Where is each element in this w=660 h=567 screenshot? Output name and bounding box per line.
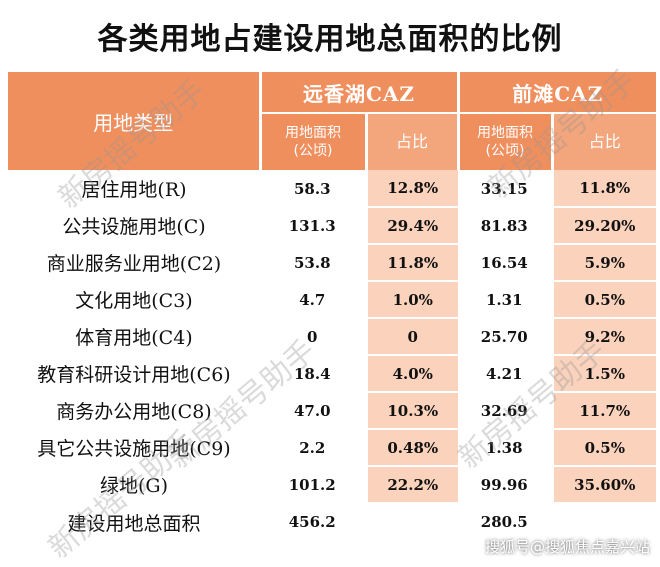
table-row: 绿地(G) 101.2 22.2% 99.96 35.60% [8,466,657,504]
header-ratio-a: 占比 [364,112,459,170]
header-land-type: 用地类型 [8,72,260,170]
total-label: 建设用地总面积 [67,512,201,535]
header-area-label: 用地面积 [477,125,534,141]
table-row: 商务办公用地(C8) 47.0 10.3% 32.69 11.7% [8,392,657,430]
ratio-value-b: 1.5% [550,355,657,393]
ratio-value-a: 4.0% [364,355,459,393]
header-area-unit: (公顷) [293,143,333,159]
total-row: 建设用地总面积 456.2 280.5 [8,503,657,542]
header-area-label: 用地面积 [285,125,341,141]
ratio-value-b: 11.8% [550,170,657,208]
area-value-b: 25.70 [480,327,528,346]
table-row: 教育科研设计用地(C6) 18.4 4.0% 4.21 1.5% [8,355,657,393]
area-value-b: 99.96 [480,475,528,494]
area-value-a: 47.0 [293,401,331,420]
ratio-value-a: 0.48% [364,429,459,467]
land-type-name: 具它公共设施用地(C9) [37,438,231,460]
ratio-value-b: 11.7% [550,392,657,430]
total-ratio-b-empty [550,503,657,542]
total-ratio-a-empty [364,503,459,542]
ratio-value-a: 1.0% [364,281,459,319]
area-value-b: 4.21 [485,364,523,383]
area-value-b: 1.38 [485,438,523,457]
header-area-a: 用地面积 (公顷) [258,112,366,170]
ratio-value-b: 29.20% [550,207,657,245]
header-area-b: 用地面积 (公顷) [456,112,553,170]
ratio-value-a: 0 [364,318,459,356]
table-row: 商业服务业用地(C2) 53.8 11.8% 16.54 5.9% [8,244,657,282]
land-type-name: 商业服务业用地(C2) [46,253,222,275]
area-value-a: 101.2 [288,475,336,494]
area-value-b: 81.83 [480,216,528,235]
area-value-a: 0 [307,327,318,346]
table-row: 居住用地(R) 58.3 12.8% 33.15 11.8% [8,170,657,208]
header-area-unit: (公顷) [485,143,525,159]
total-area-b: 280.5 [480,513,528,531]
area-value-b: 33.15 [480,179,528,198]
ratio-value-a: 12.8% [364,170,459,208]
land-type-name: 文化用地(C3) [75,290,193,312]
area-value-a: 58.3 [293,179,331,198]
area-value-a: 2.2 [299,438,326,457]
ratio-value-a: 29.4% [364,207,459,245]
area-value-b: 1.31 [485,290,523,309]
ratio-value-b: 5.9% [550,244,657,282]
ratio-value-a: 11.8% [364,244,459,282]
land-type-name: 教育科研设计用地(C6) [37,364,231,386]
ratio-value-a: 22.2% [364,466,459,504]
total-area-a: 456.2 [288,513,336,531]
ratio-value-a: 10.3% [364,392,459,430]
ratio-value-b: 0.5% [550,281,657,319]
table-row: 体育用地(C4) 0 0 25.70 9.2% [8,318,657,356]
land-type-name: 绿地(G) [99,475,168,497]
page-title: 各类用地占建设用地总面积的比例 [97,22,563,57]
ratio-value-b: 9.2% [550,318,657,356]
land-type-name: 公共设施用地(C) [62,216,206,238]
header-ratio-b: 占比 [550,112,657,170]
area-value-a: 131.3 [288,216,336,235]
area-value-a: 53.8 [293,253,331,272]
area-value-b: 32.69 [480,401,528,420]
header-region-b: 前滩CAZ [456,72,657,113]
land-use-table: 用地类型 远香湖CAZ 前滩CAZ 用地面积 (公顷) 占比 用地面积 (公顷)… [8,72,657,542]
land-type-name: 居住用地(R) [81,179,187,201]
table-row: 具它公共设施用地(C9) 2.2 0.48% 1.38 0.5% [8,429,657,467]
area-value-a: 4.7 [299,290,326,309]
land-type-name: 体育用地(C4) [75,327,193,349]
area-value-b: 16.54 [480,253,528,272]
table-row: 文化用地(C3) 4.7 1.0% 1.31 0.5% [8,281,657,319]
header-region-a: 远香湖CAZ [258,72,459,113]
footer-watermark: 搜狐号@搜狐焦点嘉兴站 [484,538,650,556]
land-type-name: 商务办公用地(C8) [56,401,212,423]
ratio-value-b: 35.60% [550,466,657,504]
area-value-a: 18.4 [293,364,331,383]
table-row: 公共设施用地(C) 131.3 29.4% 81.83 29.20% [8,207,657,245]
ratio-value-b: 0.5% [550,429,657,467]
